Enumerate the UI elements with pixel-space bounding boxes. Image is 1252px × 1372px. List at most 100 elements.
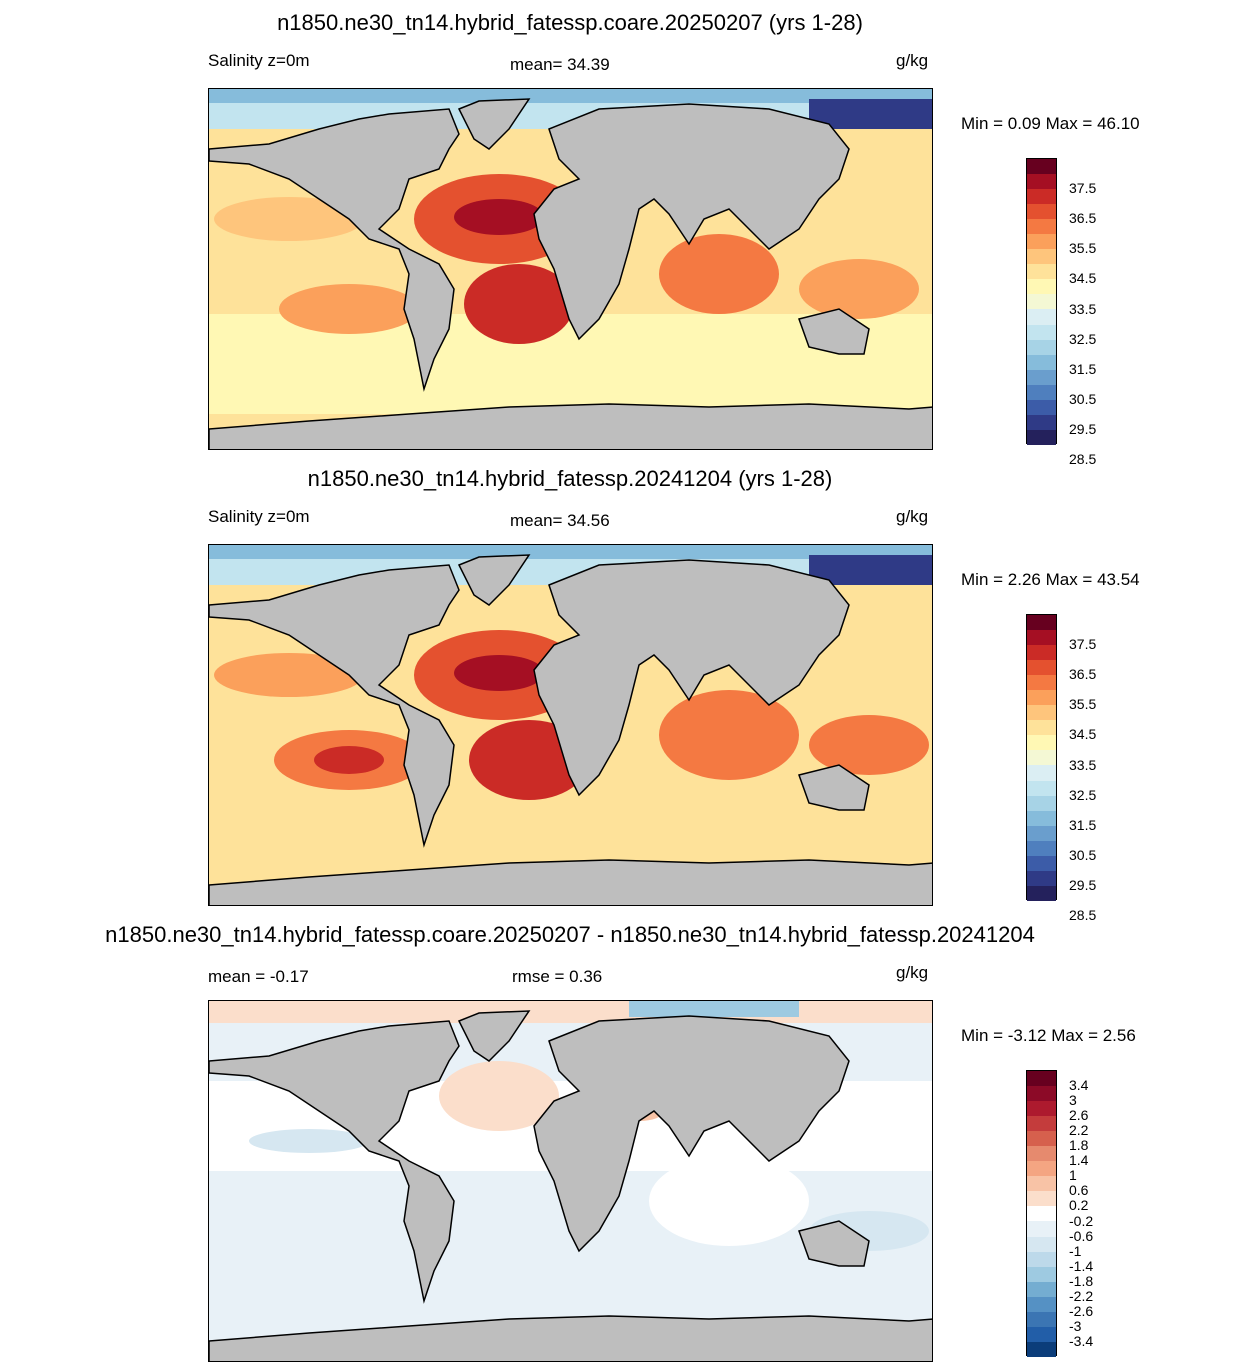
salinity-colorbar-tick-label: 37.5 bbox=[1069, 636, 1097, 653]
colorbar-swatch bbox=[1027, 339, 1056, 355]
salinity-map bbox=[208, 88, 933, 450]
colorbar-swatch bbox=[1027, 1266, 1056, 1282]
colorbar-swatch bbox=[1027, 765, 1056, 781]
colorbar-swatch bbox=[1027, 294, 1056, 310]
panel-title: n1850.ne30_tn14.hybrid_fatessp.coare.202… bbox=[277, 10, 863, 35]
colorbar-swatch bbox=[1027, 705, 1056, 721]
min-max-label: Min = 2.26 Max = 43.54 bbox=[961, 570, 1140, 589]
colorbar-swatch bbox=[1027, 840, 1056, 856]
panel-coare-salinity: n1850.ne30_tn14.hybrid_fatessp.coare.202… bbox=[0, 0, 1252, 466]
variable-label: Salinity z=0m bbox=[208, 507, 310, 526]
colorbar-swatch bbox=[1027, 1176, 1056, 1192]
diff-colorbar-tick-label: -2.6 bbox=[1069, 1302, 1094, 1319]
colorbar-swatch bbox=[1027, 1131, 1056, 1147]
colorbar-swatch bbox=[1027, 1206, 1056, 1222]
colorbar-swatch bbox=[1027, 675, 1056, 691]
colorbar-swatch bbox=[1027, 1341, 1056, 1357]
colorbar-swatch bbox=[1027, 189, 1056, 205]
colorbar-swatch bbox=[1027, 1311, 1056, 1327]
colorbar-swatch bbox=[1027, 1191, 1056, 1207]
diff-colorbar-tick-label: -1.8 bbox=[1069, 1272, 1094, 1289]
colorbar-swatch bbox=[1027, 855, 1056, 871]
colorbar-swatch bbox=[1027, 234, 1056, 250]
difference-map-plot bbox=[209, 1001, 932, 1361]
units-label: g/kg bbox=[896, 963, 929, 982]
colorbar-swatch bbox=[1027, 384, 1056, 400]
salinity-colorbar-tick-label: 31.5 bbox=[1069, 360, 1097, 377]
panel-title: n1850.ne30_tn14.hybrid_fatessp.20241204 … bbox=[307, 466, 833, 491]
colorbar-swatch bbox=[1027, 645, 1056, 661]
salinity-colorbar-tick-label: 28.5 bbox=[1069, 907, 1097, 924]
units-label: g/kg bbox=[896, 507, 929, 526]
diff-colorbar-tick-label: -3 bbox=[1069, 1317, 1082, 1334]
colorbar-swatch bbox=[1027, 735, 1056, 751]
salinity-colorbar-tick-label: 35.5 bbox=[1069, 696, 1097, 713]
colorbar-swatch bbox=[1027, 1086, 1056, 1102]
salinity-colorbar-tick-label: 34.5 bbox=[1069, 270, 1097, 287]
colorbar-swatch bbox=[1027, 369, 1056, 385]
salinity-colorbar-tick-label: 30.5 bbox=[1069, 846, 1097, 863]
difference-colorbar bbox=[1026, 1070, 1057, 1357]
colorbar-swatch bbox=[1027, 414, 1056, 430]
colorbar-swatch bbox=[1027, 309, 1056, 325]
colorbar-swatch bbox=[1027, 1101, 1056, 1117]
diff-colorbar-tick-label: 1 bbox=[1069, 1167, 1077, 1184]
min-max-label: Min = -3.12 Max = 2.56 bbox=[961, 1026, 1136, 1045]
colorbar-swatch bbox=[1027, 825, 1056, 841]
diff-colorbar-tick-label: 1.8 bbox=[1069, 1137, 1089, 1154]
colorbar-swatch bbox=[1027, 795, 1056, 811]
diff-colorbar-tick-label: 0.2 bbox=[1069, 1197, 1089, 1214]
diff-colorbar-tick-label: 3 bbox=[1069, 1092, 1077, 1109]
salinity-colorbar-tick-label: 29.5 bbox=[1069, 420, 1097, 437]
diff-colorbar-tick-label: -1 bbox=[1069, 1242, 1082, 1259]
salinity-colorbar-tick-label: 28.5 bbox=[1069, 451, 1097, 468]
salinity-colorbar-tick-label: 35.5 bbox=[1069, 240, 1097, 257]
colorbar-swatch bbox=[1027, 1251, 1056, 1267]
panel-baseline-salinity: n1850.ne30_tn14.hybrid_fatessp.20241204 … bbox=[0, 456, 1252, 922]
colorbar-swatch bbox=[1027, 630, 1056, 646]
diff-colorbar-tick-label: -1.4 bbox=[1069, 1257, 1094, 1274]
min-max-label: Min = 0.09 Max = 46.10 bbox=[961, 114, 1140, 133]
mean-label: mean= 34.39 bbox=[510, 55, 610, 74]
colorbar-swatch bbox=[1027, 1281, 1056, 1297]
colorbar-swatch bbox=[1027, 1146, 1056, 1162]
diff-mean-label: mean = -0.17 bbox=[208, 967, 309, 986]
diff-colorbar-tick-label: -3.4 bbox=[1069, 1332, 1094, 1349]
salinity-map-plot bbox=[209, 545, 932, 905]
salinity-colorbar-tick-label: 29.5 bbox=[1069, 876, 1097, 893]
salinity-colorbar bbox=[1026, 614, 1057, 901]
diff-colorbar-tick-label: 1.4 bbox=[1069, 1152, 1089, 1169]
colorbar-swatch bbox=[1027, 720, 1056, 736]
salinity-colorbar-tick-label: 37.5 bbox=[1069, 180, 1097, 197]
diff-colorbar-tick-label: 3.4 bbox=[1069, 1077, 1089, 1094]
salinity-colorbar-tick-label: 36.5 bbox=[1069, 666, 1097, 683]
salinity-colorbar-tick-label: 30.5 bbox=[1069, 390, 1097, 407]
salinity-colorbar bbox=[1026, 158, 1057, 445]
salinity-colorbar-tick-label: 32.5 bbox=[1069, 330, 1097, 347]
salinity-map bbox=[208, 544, 933, 906]
colorbar-swatch bbox=[1027, 750, 1056, 766]
salinity-map-plot bbox=[209, 89, 932, 449]
colorbar-swatch bbox=[1027, 429, 1056, 445]
colorbar-swatch bbox=[1027, 174, 1056, 190]
diff-colorbar-tick-label: -0.6 bbox=[1069, 1227, 1094, 1244]
panel-difference: n1850.ne30_tn14.hybrid_fatessp.coare.202… bbox=[0, 912, 1252, 1372]
diff-colorbar-tick-label: -0.2 bbox=[1069, 1212, 1094, 1229]
colorbar-swatch bbox=[1027, 870, 1056, 886]
colorbar-swatch bbox=[1027, 399, 1056, 415]
colorbar-swatch bbox=[1027, 810, 1056, 826]
diff-colorbar-tick-label: 0.6 bbox=[1069, 1182, 1089, 1199]
colorbar-swatch bbox=[1027, 1221, 1056, 1237]
salinity-colorbar-tick-label: 33.5 bbox=[1069, 300, 1097, 317]
colorbar-swatch bbox=[1027, 1116, 1056, 1132]
diff-colorbar-tick-label: 2.2 bbox=[1069, 1122, 1089, 1139]
colorbar-swatch bbox=[1027, 1071, 1056, 1087]
salinity-colorbar-tick-label: 33.5 bbox=[1069, 756, 1097, 773]
units-label: g/kg bbox=[896, 51, 929, 70]
salinity-colorbar-tick-label: 36.5 bbox=[1069, 210, 1097, 227]
colorbar-swatch bbox=[1027, 1326, 1056, 1342]
colorbar-swatch bbox=[1027, 159, 1056, 175]
colorbar-swatch bbox=[1027, 885, 1056, 901]
mean-label: mean= 34.56 bbox=[510, 511, 610, 530]
colorbar-swatch bbox=[1027, 279, 1056, 295]
